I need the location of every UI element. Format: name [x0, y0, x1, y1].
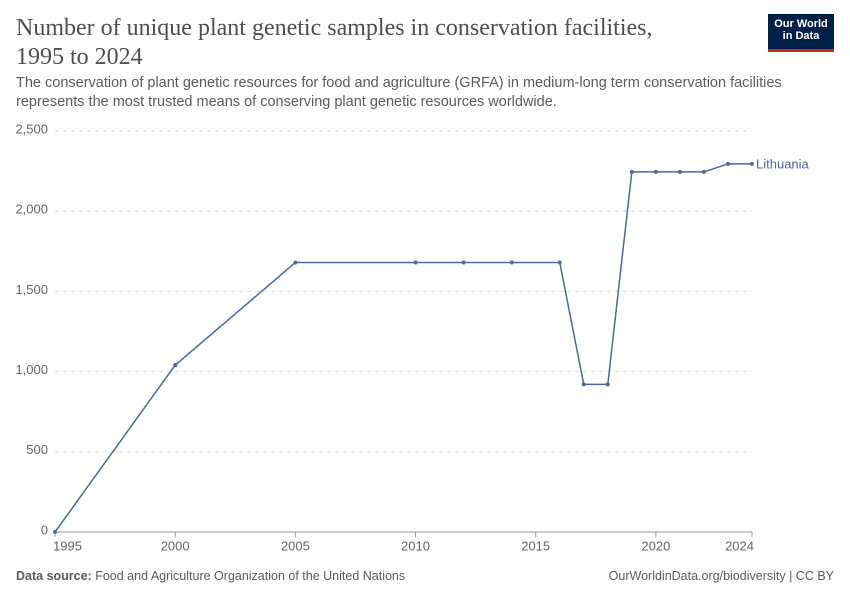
y-tick-label: 2,500	[15, 121, 48, 136]
y-tick-label: 1,500	[15, 282, 48, 297]
y-tick-label: 2,000	[15, 202, 48, 217]
point	[461, 260, 466, 265]
point	[413, 260, 418, 265]
x-tick-label: 2024	[725, 538, 754, 553]
source: Data source: Food and Agriculture Organi…	[16, 569, 405, 583]
point	[581, 382, 586, 387]
x-tick-label: 2000	[161, 538, 190, 553]
chart-subtitle: The conservation of plant genetic resour…	[16, 75, 782, 110]
source-label: Data source:	[16, 569, 92, 583]
logo-line: Our World	[774, 18, 828, 30]
series-label: Lithuania	[756, 156, 810, 171]
point	[701, 169, 706, 174]
point	[653, 169, 658, 174]
x-tick-label: 2010	[401, 538, 430, 553]
x-tick-label: 1995	[53, 538, 82, 553]
source-text: Food and Agriculture Organization of the…	[95, 569, 406, 583]
point	[173, 363, 178, 368]
point	[557, 260, 562, 265]
y-tick-label: 1,000	[15, 362, 48, 377]
footer-link[interactable]: OurWorldinData.org/biodiversity | CC BY	[608, 569, 834, 583]
point	[629, 169, 634, 174]
y-tick-label: 500	[26, 442, 48, 457]
x-tick-label: 2015	[521, 538, 550, 553]
line	[54, 163, 752, 533]
logo[interactable]: Our World in Data	[768, 14, 834, 52]
logo-line: in Data	[782, 30, 820, 42]
point	[293, 260, 298, 265]
point	[725, 161, 730, 166]
point	[509, 260, 514, 265]
point	[53, 530, 57, 534]
point	[750, 161, 754, 166]
point	[677, 169, 682, 174]
x-tick-label: 2005	[281, 538, 310, 553]
y-tick-label: 0	[41, 522, 48, 537]
x-tick-label: 2020	[641, 538, 670, 553]
chart-title: Number of unique plant genetic samples i…	[16, 15, 653, 70]
point	[605, 382, 610, 387]
